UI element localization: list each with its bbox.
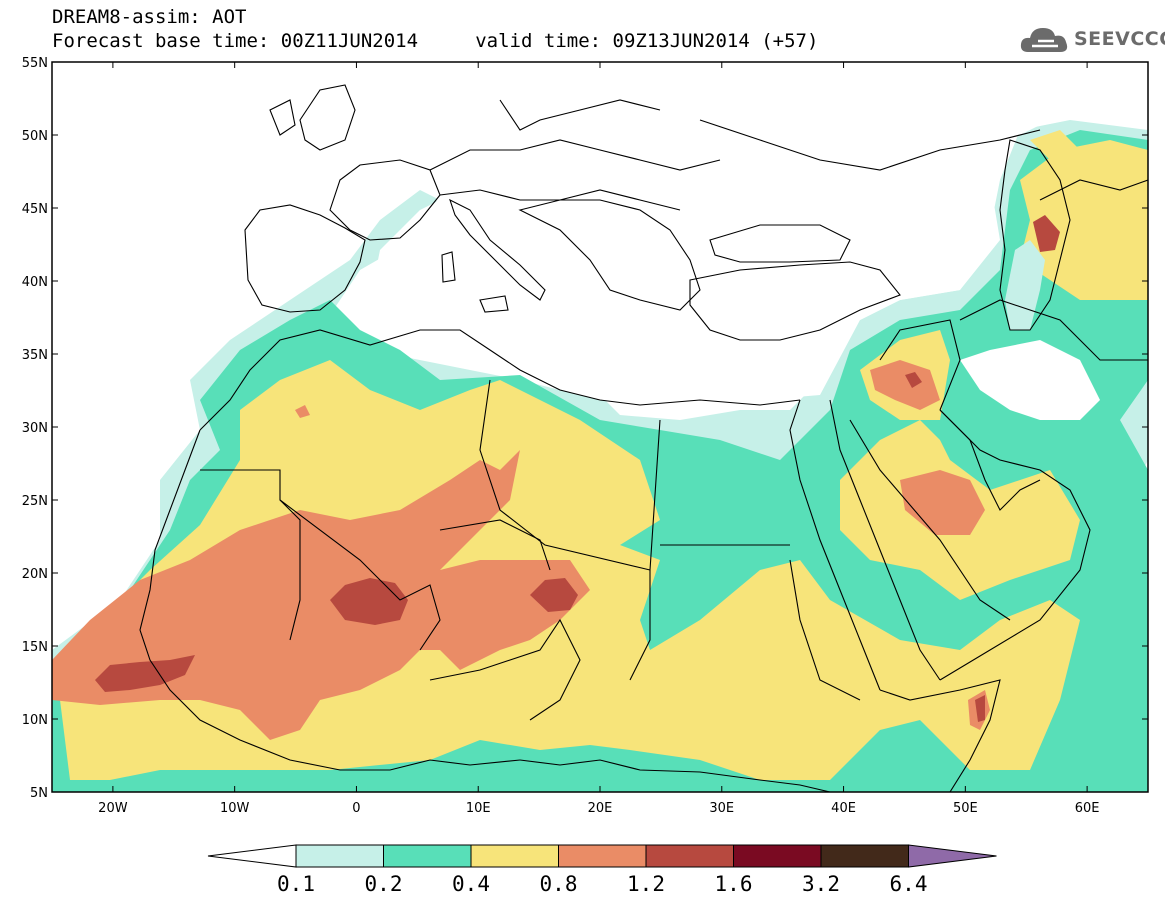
coast-sardinia (441, 251, 456, 283)
x-tick-label: 50E (953, 801, 978, 816)
cloud-logo-icon (1020, 28, 1068, 52)
y-tick-label: 20N (22, 567, 48, 582)
x-tick-label: 10E (466, 801, 491, 816)
colorbar-label: 0.8 (540, 872, 578, 896)
colorbar-over (908, 844, 997, 868)
water-atlantic-clear (52, 62, 240, 440)
colorbar-box (820, 844, 909, 868)
coast-north-africa (199, 329, 801, 431)
x-tick-label: 10W (220, 801, 250, 816)
aot-region-0.4-kazakh (1030, 130, 1080, 160)
coast-arabia (939, 409, 1091, 681)
coast-iberia (244, 204, 366, 313)
y-tick-label: 35N (22, 348, 48, 363)
y-tick-label: 10N (22, 713, 48, 728)
colorbar-label: 0.1 (277, 872, 315, 896)
border-russia (699, 119, 1041, 171)
aot-region-1.2-somalia (975, 695, 985, 722)
land-clear-europe (230, 62, 1148, 360)
aot-fields (52, 62, 1148, 792)
border-mali (279, 499, 441, 651)
colorbar-label: 0.4 (452, 872, 490, 896)
aot-region-1.2-chad (530, 578, 578, 612)
y-tick-label: 40N (22, 275, 48, 290)
aot-region-1.2-senegal (95, 655, 195, 692)
aot-region-0.8-mauritania (295, 405, 310, 418)
border-nigeria (429, 618, 581, 721)
aot-region-1.2-iraq (905, 372, 922, 388)
coast-gulf-guinea (519, 759, 831, 792)
aot-region-0.8-iraq (870, 360, 940, 410)
coast-persian-gulf (939, 409, 1041, 511)
colorbar-box (733, 844, 822, 868)
y-tick-label: 50N (22, 129, 48, 144)
water-caspian (1005, 240, 1045, 330)
y-tick-label: 15N (22, 640, 48, 655)
x-tick-label: 20E (588, 801, 613, 816)
coast-turkey (689, 261, 901, 341)
x-tick-label: 60E (1075, 801, 1100, 816)
y-tick-label: 55N (22, 56, 48, 71)
coast-caspian (999, 139, 1071, 331)
coast-balkans (518, 199, 701, 311)
coast-black-sea (709, 224, 851, 263)
y-tick-label: 25N (22, 494, 48, 509)
aot-region-1.2-mali (330, 578, 408, 625)
y-tick-label: 5N (30, 786, 48, 801)
border-mauritania (200, 469, 301, 641)
map-title: DREAM8-assim: AOT (52, 6, 247, 28)
border-libya (479, 379, 661, 571)
logo-text: SEEVCCC (1074, 28, 1165, 50)
colorbar-box (295, 844, 384, 868)
border-iran (959, 299, 1148, 361)
border-kazakh (1039, 179, 1148, 201)
border-chad-sudan (629, 570, 651, 681)
colorbar-label: 0.2 (365, 872, 403, 896)
border-algeria-niger (439, 519, 551, 571)
colorbar-label: 1.2 (627, 872, 665, 896)
coast-sicily (479, 295, 509, 313)
x-tick-label: 20W (98, 801, 128, 816)
y-tick-label: 45N (22, 202, 48, 217)
coast-britain (299, 84, 356, 151)
land-clear-egypt (600, 370, 810, 420)
border-iraq (879, 319, 961, 411)
colorbar-label: 6.4 (890, 872, 928, 896)
colorbar-label: 1.6 (715, 872, 753, 896)
seevccc-logo: SEEVCCC (1018, 22, 1165, 58)
coast-ireland (269, 99, 296, 136)
coast-italy (449, 198, 546, 301)
border-saudi (849, 419, 1011, 621)
colorbar-box (383, 844, 472, 868)
border-sudan-ethiopia (789, 559, 861, 701)
x-tick-label: 40E (831, 801, 856, 816)
forecast-time-line: Forecast base time: 00Z11JUN2014 valid t… (52, 30, 819, 52)
land-clear-iran (960, 340, 1100, 420)
axis-ticks: 20W 10W 0 10E 20E 30E 40E 50E 60E 5N 10N 15N 20N 25N 3… (22, 56, 1148, 816)
colorbar: 0.1 0.2 0.4 0.8 1.2 1.6 3.2 6.4 (207, 844, 997, 896)
colorbar-under (207, 844, 297, 868)
colorbar-box (558, 844, 647, 868)
y-tick-label: 30N (22, 421, 48, 436)
colorbar-box (645, 844, 734, 868)
x-tick-label: 30E (709, 801, 734, 816)
aot-region-1.2-caspian (1033, 215, 1060, 252)
border-europe-3 (499, 99, 661, 131)
country-borders (139, 84, 1148, 792)
border-europe-1 (429, 139, 721, 171)
border-europe-2 (439, 189, 681, 211)
coast-horn-africa (879, 679, 1001, 792)
aot-region-0.4-caspian (1020, 140, 1148, 300)
colorbar-box (470, 844, 559, 868)
coast-red-sea-west (789, 399, 881, 691)
coast-red-sea-east (829, 399, 941, 681)
colorbar-label: 3.2 (802, 872, 840, 896)
x-tick-label: 0 (352, 801, 360, 816)
coast-west-africa (139, 429, 521, 771)
